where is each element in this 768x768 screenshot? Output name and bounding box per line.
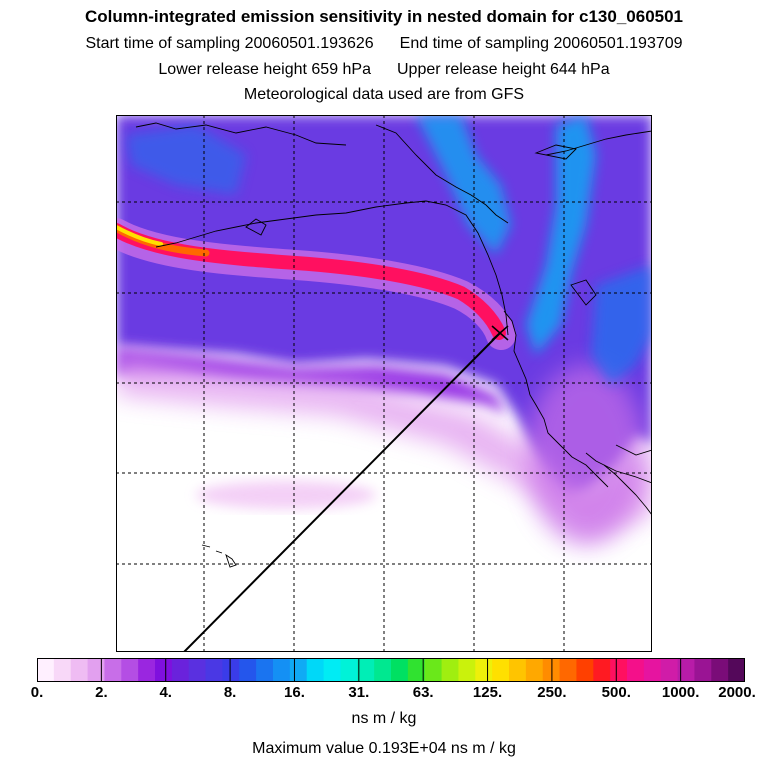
upper-release-label: Upper release height 644 hPa bbox=[397, 61, 610, 78]
colorbar-swatch bbox=[677, 658, 696, 682]
sampling-time-line: Start time of sampling 20060501.193626 En… bbox=[0, 35, 768, 53]
start-time-label: Start time of sampling 20060501.193626 bbox=[85, 35, 374, 52]
colorbar-swatch bbox=[660, 658, 679, 682]
map-title: Column-integrated emission sensitivity i… bbox=[84, 7, 684, 26]
lat-lon-grid bbox=[116, 115, 652, 652]
colorbar-swatch bbox=[104, 658, 122, 682]
sensitivity-streak-north bbox=[416, 115, 511, 255]
colorbar-tick-label: 0. bbox=[30, 684, 44, 701]
colorbar-swatch bbox=[643, 658, 662, 682]
met-data-label: Meteorological data used are from GFS bbox=[243, 86, 525, 103]
colorbar-swatch bbox=[424, 658, 443, 682]
colorbar-swatch bbox=[222, 658, 240, 682]
colorbar-tick-label: 2000. bbox=[718, 684, 756, 701]
colorbar-tick-label: 31. bbox=[348, 684, 370, 701]
release-location-marker bbox=[491, 325, 509, 341]
colorbar-swatch bbox=[340, 658, 358, 682]
flight-track bbox=[183, 332, 501, 652]
colorbar-tick-label: 125. bbox=[472, 684, 503, 701]
lower-release-label: Lower release height 659 hPa bbox=[158, 61, 371, 78]
colorbar-tick-label: 250. bbox=[537, 684, 567, 701]
colorbar-swatch bbox=[273, 658, 291, 682]
sensitivity-fringe-pink bbox=[116, 355, 652, 535]
colorbar-swatch bbox=[509, 658, 527, 682]
colorbar-tick-label: 63. bbox=[412, 684, 434, 701]
colorbar-tick-label: 2. bbox=[95, 684, 108, 701]
colorbar-swatch bbox=[239, 658, 257, 682]
colorbar-swatch bbox=[728, 658, 745, 682]
colorbar-swatch bbox=[441, 658, 460, 682]
colorbar-swatch bbox=[138, 658, 156, 682]
colorbar-swatch bbox=[205, 658, 224, 682]
colorbar-swatch bbox=[391, 658, 409, 682]
colorbar-swatch bbox=[171, 658, 190, 682]
colorbar-swatch bbox=[711, 658, 729, 682]
colorbar-swatch bbox=[694, 658, 712, 682]
coastlines bbox=[135, 122, 652, 568]
colorbar-swatch bbox=[374, 658, 392, 682]
colorbar-swatch bbox=[188, 658, 207, 682]
colorbar-swatch bbox=[256, 658, 274, 682]
colorbar-swatch bbox=[53, 658, 72, 682]
sensitivity-field-lower-band bbox=[116, 347, 506, 415]
sensitivity-map bbox=[116, 115, 652, 652]
colorbar-tick-label: 1000. bbox=[661, 684, 700, 701]
colorbar-swatch bbox=[306, 658, 325, 682]
colorbar-swatch bbox=[492, 658, 510, 682]
sensitivity-streak-east bbox=[591, 265, 652, 385]
plume-peak bbox=[116, 225, 163, 246]
sensitivity-field-upper bbox=[116, 115, 652, 495]
colorbar-swatch bbox=[525, 658, 544, 682]
colorbar-swatch bbox=[155, 658, 173, 682]
colorbar-swatch bbox=[627, 658, 645, 682]
colorbar-swatch bbox=[121, 658, 139, 682]
colorbar-swatch bbox=[576, 658, 594, 682]
colorbar-frame bbox=[37, 658, 745, 682]
colorbar-tick-label: 8. bbox=[223, 684, 237, 701]
release-height-line: Lower release height 659 hPa Upper releas… bbox=[0, 61, 768, 79]
colorbar-swatch bbox=[475, 658, 493, 682]
colorbar-swatch bbox=[37, 658, 55, 682]
colorbar-swatch bbox=[87, 658, 106, 682]
end-time-label: End time of sampling 20060501.193709 bbox=[399, 35, 683, 52]
colorbar-swatch bbox=[559, 658, 578, 682]
colorbar-swatch bbox=[70, 658, 89, 682]
map-frame bbox=[116, 115, 652, 652]
colorbar-tick-label: 16. bbox=[284, 684, 305, 701]
colorbar-swatch bbox=[593, 658, 611, 682]
colorbar-swatch bbox=[458, 658, 476, 682]
sensitivity-patch-east bbox=[526, 365, 646, 545]
colorbar-units: ns m / kg bbox=[351, 710, 417, 727]
colorbar-swatch bbox=[610, 658, 628, 682]
colorbar-tick-labels: 0. 2. 4. 8. 16. 31. 63. 125. 250. 500. 1000. 2000. bbox=[0, 684, 768, 704]
maximum-value-label: Maximum value 0.193E+04 ns m / kg bbox=[252, 740, 516, 757]
colorbar-tick-label: 4. bbox=[159, 684, 172, 701]
sensitivity-patch-west bbox=[196, 481, 376, 509]
colorbar-swatch bbox=[289, 658, 308, 682]
colorbar bbox=[37, 658, 745, 682]
sensitivity-streak-coast bbox=[526, 115, 596, 355]
colorbar-swatch bbox=[323, 658, 342, 682]
colorbar-swatch bbox=[357, 658, 375, 682]
colorbar-swatch bbox=[407, 658, 426, 682]
colorbar-tick-label: 500. bbox=[601, 684, 631, 701]
sensitivity-streak-northwest bbox=[126, 125, 246, 195]
